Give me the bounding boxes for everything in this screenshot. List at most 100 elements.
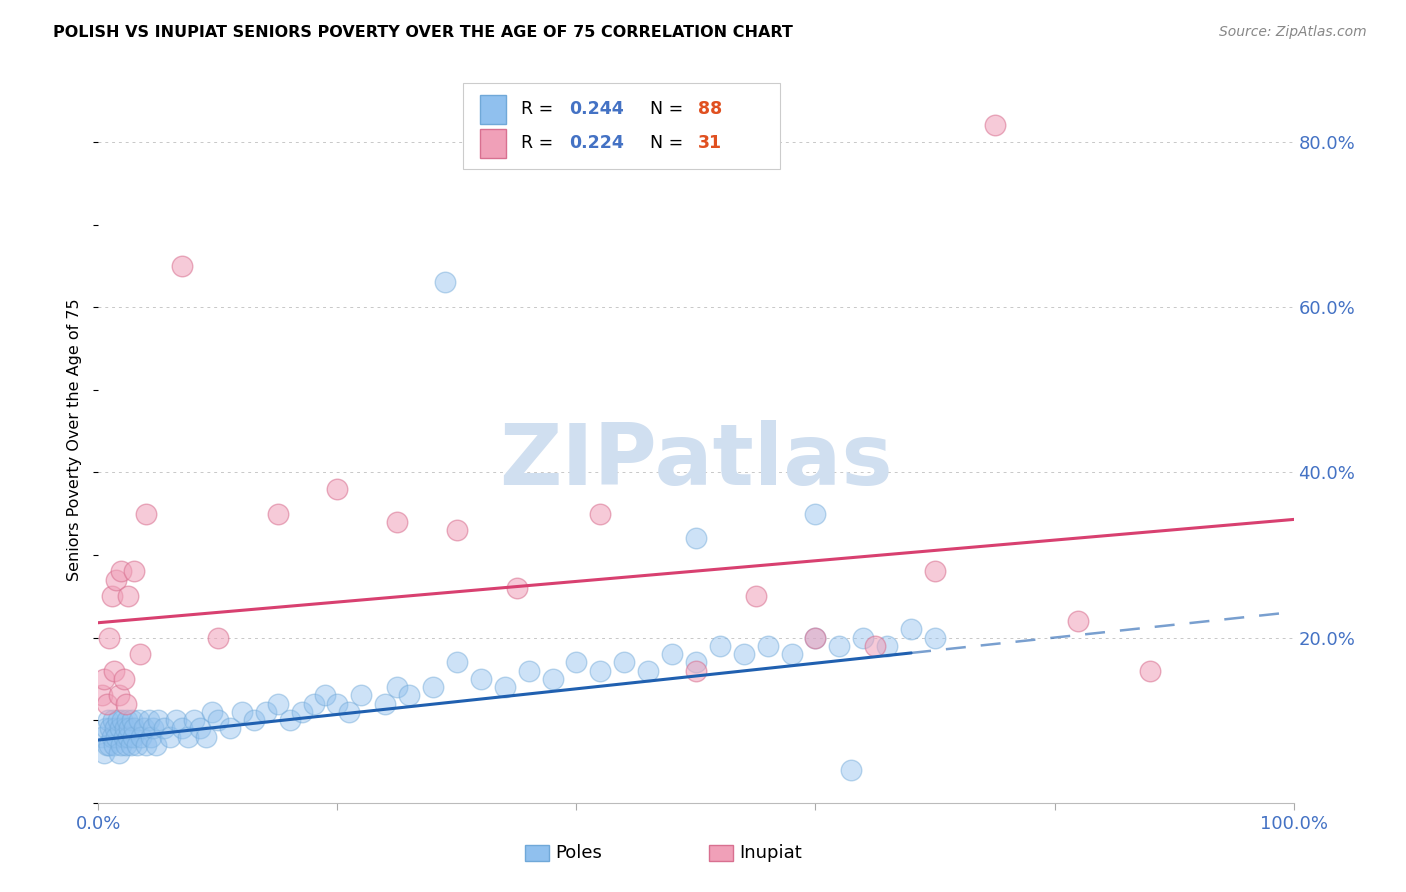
Text: Source: ZipAtlas.com: Source: ZipAtlas.com (1219, 25, 1367, 39)
Point (172, 259, 194, 273)
Point (111, 713, 134, 727)
Point (302, 697, 325, 711)
Bar (479, 128, 506, 158)
Point (145, 738, 167, 752)
Point (374, 697, 396, 711)
Point (589, 664, 612, 678)
Point (103, 738, 125, 752)
Point (541, 672, 564, 686)
Point (148, 713, 170, 727)
Point (315, 689, 337, 703)
Point (589, 507, 612, 521)
Point (94, 722, 117, 736)
Point (267, 507, 290, 521)
Point (637, 664, 659, 678)
Text: 0.224: 0.224 (569, 135, 624, 153)
Point (398, 689, 420, 703)
Point (385, 515, 409, 529)
Bar (524, 845, 548, 861)
Point (129, 647, 152, 661)
Point (385, 680, 409, 694)
Point (201, 705, 224, 719)
Point (96, 697, 118, 711)
Point (131, 730, 153, 744)
Text: Poles: Poles (555, 844, 602, 862)
Point (172, 722, 194, 736)
Point (124, 722, 146, 736)
Point (756, 639, 779, 653)
Point (924, 565, 946, 579)
Point (135, 738, 157, 752)
Point (195, 730, 218, 744)
Point (207, 713, 229, 727)
Point (828, 639, 851, 653)
Point (291, 705, 314, 719)
Point (709, 639, 731, 653)
Point (470, 672, 492, 686)
Point (107, 713, 129, 727)
Text: 88: 88 (699, 100, 723, 119)
Point (685, 664, 707, 678)
Point (278, 713, 301, 727)
Point (900, 623, 922, 637)
Point (110, 565, 132, 579)
Point (128, 713, 150, 727)
Text: N =: N = (638, 135, 689, 153)
Point (112, 730, 135, 744)
Point (1139, 664, 1161, 678)
Point (841, 763, 863, 777)
Point (685, 532, 707, 546)
Point (177, 730, 200, 744)
Point (231, 705, 253, 719)
Point (183, 713, 205, 727)
Text: ZIPatlas: ZIPatlas (499, 419, 893, 502)
Point (125, 738, 148, 752)
Point (267, 697, 290, 711)
Point (91, 689, 114, 703)
Text: 31: 31 (699, 135, 723, 153)
Point (876, 639, 898, 653)
Point (506, 581, 529, 595)
FancyBboxPatch shape (463, 83, 780, 169)
Point (804, 631, 827, 645)
Point (254, 705, 277, 719)
Point (91, 730, 114, 744)
Text: R =: R = (522, 100, 560, 119)
Point (852, 631, 875, 645)
Point (685, 656, 707, 670)
Text: Inupiat: Inupiat (740, 844, 801, 862)
Point (100, 730, 122, 744)
Point (101, 713, 124, 727)
Point (107, 746, 129, 760)
Point (112, 672, 135, 686)
Point (132, 722, 155, 736)
Point (124, 565, 146, 579)
Point (350, 689, 373, 703)
Point (117, 589, 139, 603)
Point (98, 738, 121, 752)
Point (110, 738, 132, 752)
Point (93, 672, 115, 686)
Point (494, 680, 516, 694)
Point (117, 730, 139, 744)
Point (924, 631, 946, 645)
Point (219, 722, 242, 736)
Point (98, 631, 121, 645)
Point (115, 697, 138, 711)
Point (745, 589, 768, 603)
Point (96, 738, 118, 752)
Point (153, 722, 176, 736)
Point (121, 713, 143, 727)
Point (339, 705, 361, 719)
Point (105, 730, 128, 744)
Y-axis label: Seniors Poverty Over the Age of 75: Seniors Poverty Over the Age of 75 (67, 298, 83, 581)
Point (104, 722, 127, 736)
Point (565, 656, 588, 670)
Point (138, 713, 160, 727)
Point (103, 664, 125, 678)
Point (422, 680, 444, 694)
Point (97, 713, 120, 727)
Point (114, 722, 136, 736)
Point (1067, 614, 1090, 628)
Point (865, 639, 887, 653)
